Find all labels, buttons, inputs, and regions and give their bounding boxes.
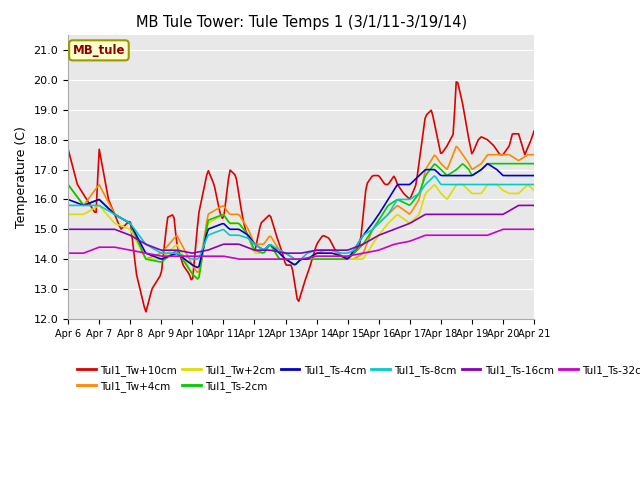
Legend: Tul1_Tw+10cm, Tul1_Tw+4cm, Tul1_Tw+2cm, Tul1_Ts-2cm, Tul1_Ts-4cm, Tul1_Ts-8cm, T: Tul1_Tw+10cm, Tul1_Tw+4cm, Tul1_Tw+2cm, … — [73, 361, 640, 396]
Text: MB_tule: MB_tule — [73, 44, 125, 57]
Y-axis label: Temperature (C): Temperature (C) — [15, 126, 28, 228]
Title: MB Tule Tower: Tule Temps 1 (3/1/11-3/19/14): MB Tule Tower: Tule Temps 1 (3/1/11-3/19… — [136, 15, 467, 30]
